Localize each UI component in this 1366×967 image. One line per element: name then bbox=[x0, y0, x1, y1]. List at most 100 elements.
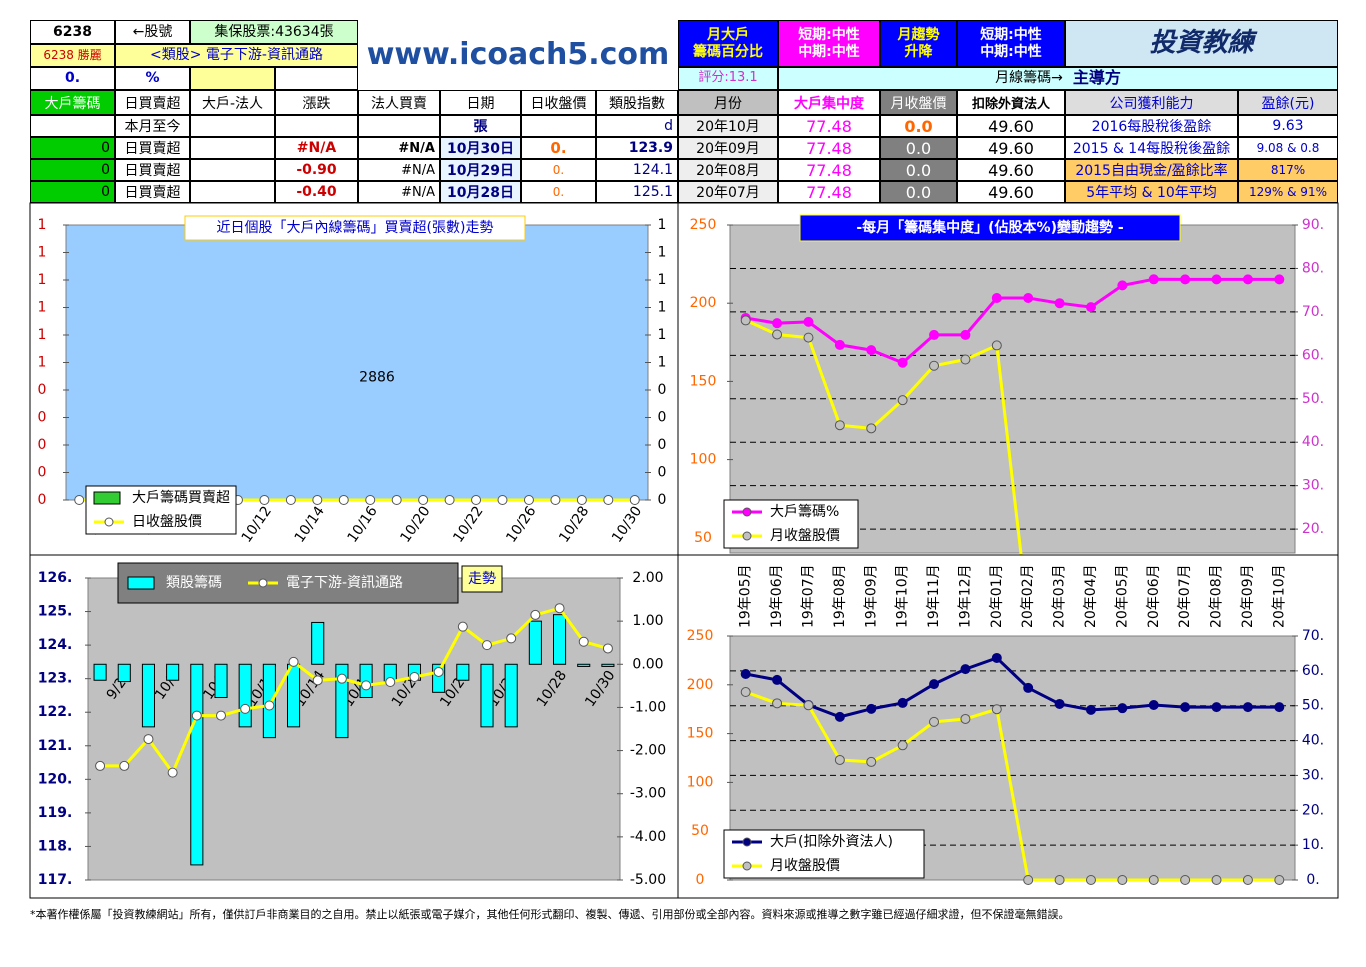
pct-unit: % bbox=[115, 67, 190, 90]
marker bbox=[1148, 875, 1159, 885]
column-header: 法人買賣 bbox=[358, 90, 440, 115]
tick-label: -1.00 bbox=[630, 699, 666, 715]
marker bbox=[803, 700, 814, 711]
table-cell bbox=[275, 115, 358, 137]
monthly-chip: 月線籌碼→ 主導方 bbox=[778, 67, 1338, 90]
marker bbox=[457, 621, 468, 632]
column-header: 月收盤價 bbox=[880, 90, 957, 115]
marker bbox=[1117, 703, 1128, 714]
table-cell bbox=[30, 115, 115, 137]
tick-label: 40. bbox=[1302, 733, 1324, 749]
tick-label: 1 bbox=[658, 300, 667, 316]
marker bbox=[1242, 274, 1253, 285]
table-cell: 10月29日 bbox=[440, 159, 521, 181]
x-tick-label: 20年02月 bbox=[1020, 564, 1036, 628]
table-cell: 124.1 bbox=[596, 159, 678, 181]
bar bbox=[577, 663, 591, 667]
bar bbox=[601, 663, 615, 667]
marker bbox=[1085, 302, 1096, 313]
blank-cell bbox=[190, 67, 275, 90]
table-cell: #N/A bbox=[358, 181, 440, 203]
table-cell: 0.0 bbox=[880, 137, 957, 159]
table-cell: 張 bbox=[440, 115, 521, 137]
bar bbox=[141, 663, 155, 728]
tick-label: 0 bbox=[38, 465, 47, 481]
tick-label: 1 bbox=[38, 327, 47, 343]
marker bbox=[866, 703, 877, 714]
tick-label: -3.00 bbox=[630, 786, 666, 802]
marker bbox=[1180, 702, 1191, 713]
marker bbox=[191, 710, 202, 721]
marker bbox=[991, 652, 1002, 663]
bar bbox=[93, 663, 107, 681]
marker bbox=[960, 664, 971, 675]
series-group bbox=[740, 274, 1285, 561]
x-tick-label: 20年03月 bbox=[1052, 564, 1068, 628]
table-cell: 77.48 bbox=[778, 181, 880, 203]
table-cell bbox=[521, 115, 596, 137]
chart-title: -每月「籌碼集中度」(佔股本%)變動趨勢 - bbox=[856, 219, 1124, 236]
marker bbox=[929, 329, 940, 340]
legend-label: 大戶(扣除外資法人) bbox=[770, 834, 893, 850]
column-header: 漲跌 bbox=[275, 90, 358, 115]
table-cell: 日買賣超 bbox=[115, 137, 190, 159]
marker bbox=[391, 495, 402, 505]
text: 籌碼百分比 bbox=[693, 43, 763, 60]
x-tick-label: 20年07月 bbox=[1177, 564, 1193, 628]
table-cell: 20年08月 bbox=[678, 159, 778, 181]
title-box bbox=[184, 215, 526, 241]
legend-label: 大戶籌碼% bbox=[770, 504, 839, 520]
tick-label: 200 bbox=[690, 295, 717, 311]
x-tick-label: 20年04月 bbox=[1083, 564, 1099, 628]
marker bbox=[834, 420, 845, 431]
tick-label: 10. bbox=[1302, 837, 1324, 853]
tick-label: -4.00 bbox=[630, 829, 666, 845]
table-cell: #N/A bbox=[358, 159, 440, 181]
marker bbox=[1148, 700, 1159, 711]
marker bbox=[629, 495, 640, 505]
table-cell: 125.1 bbox=[596, 181, 678, 203]
marker bbox=[960, 713, 971, 724]
marker bbox=[550, 495, 561, 505]
marker bbox=[444, 495, 455, 505]
marker bbox=[119, 760, 130, 771]
marker bbox=[167, 767, 178, 778]
text: 中期:中性 bbox=[980, 43, 1042, 60]
tick-label: 0 bbox=[696, 872, 705, 888]
marker bbox=[365, 495, 376, 505]
legend-label: 日收盤股價 bbox=[132, 513, 202, 530]
monthly-big: 月大戶 籌碼百分比 bbox=[678, 20, 778, 67]
column-header: 公司獲利能力 bbox=[1065, 90, 1238, 115]
marker bbox=[1117, 875, 1128, 885]
marker bbox=[264, 700, 275, 711]
x-tick-label: 19年08月 bbox=[832, 564, 848, 628]
tick-label: 118. bbox=[38, 838, 73, 854]
table-cell: 20年07月 bbox=[678, 181, 778, 203]
bar bbox=[166, 663, 180, 681]
tick-label: 123. bbox=[38, 671, 73, 687]
marker bbox=[991, 340, 1002, 351]
table-cell: 10月30日 bbox=[440, 137, 521, 159]
marker bbox=[523, 495, 534, 505]
legend-label: 月收盤股價 bbox=[770, 527, 840, 544]
x-tick-label: 20年08月 bbox=[1209, 564, 1225, 628]
marker bbox=[866, 756, 877, 767]
marker bbox=[772, 674, 783, 685]
column-header: 大戶集中度 bbox=[778, 90, 880, 115]
tick-label: 20. bbox=[1302, 521, 1324, 537]
legend-marker bbox=[742, 531, 752, 541]
marker bbox=[834, 339, 845, 350]
table-cell: 123.9 bbox=[596, 137, 678, 159]
table-cell: 0 bbox=[30, 159, 115, 181]
tick-label: 250 bbox=[687, 628, 714, 644]
tick-label: 0 bbox=[38, 437, 47, 453]
marker bbox=[1054, 875, 1065, 885]
tick-label: 50 bbox=[691, 823, 709, 839]
tick-label: 30. bbox=[1302, 767, 1324, 783]
table-cell: 2015自由現金/盈餘比率 bbox=[1065, 159, 1238, 181]
marker bbox=[740, 687, 751, 698]
tick-label: 1 bbox=[38, 245, 47, 261]
tick-label: 40. bbox=[1302, 434, 1324, 450]
column-header: 月份 bbox=[678, 90, 778, 115]
marker bbox=[1180, 875, 1191, 885]
